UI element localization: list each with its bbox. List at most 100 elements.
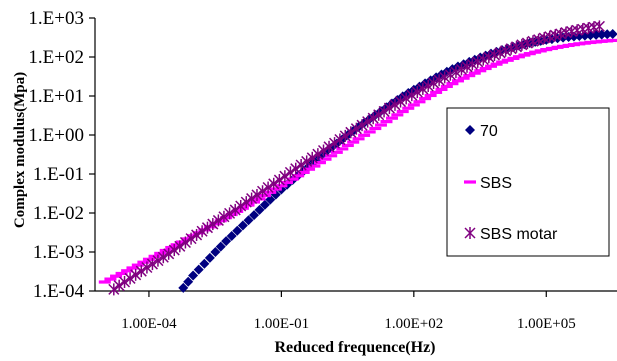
- data-point: [275, 184, 288, 188]
- data-point: [358, 133, 371, 137]
- data-point: [446, 82, 459, 86]
- data-point: [463, 73, 476, 78]
- legend-marker-diamond: [465, 125, 475, 135]
- data-point: [380, 120, 393, 124]
- data-point: [137, 260, 150, 264]
- data-point: [273, 174, 285, 187]
- data-point: [334, 133, 346, 146]
- data-point: [424, 93, 437, 98]
- data-point: [181, 237, 194, 241]
- data-point: [98, 280, 111, 284]
- data-point: [152, 254, 164, 267]
- data-point: [593, 20, 605, 33]
- data-point: [341, 143, 354, 148]
- data-point: [188, 270, 199, 281]
- data-point: [146, 258, 158, 271]
- data-point: [345, 126, 357, 139]
- data-point: [290, 162, 302, 175]
- data-point: [249, 210, 260, 221]
- data-point: [157, 251, 169, 264]
- data-point: [444, 68, 456, 81]
- data-point: [246, 192, 258, 205]
- data-point: [243, 215, 254, 226]
- data-point: [104, 277, 117, 281]
- data-point: [461, 60, 473, 73]
- data-point: [422, 79, 434, 92]
- data-point: [374, 123, 387, 127]
- legend-label: 70: [480, 123, 498, 140]
- data-point: [185, 232, 197, 245]
- data-point: [306, 151, 318, 164]
- data-point: [119, 276, 131, 289]
- data-point: [407, 103, 420, 107]
- legend-marker-dash: [464, 180, 476, 184]
- data-point: [362, 115, 374, 128]
- data-point: [191, 228, 203, 241]
- data-point: [455, 63, 468, 76]
- x-tick-label: 1.00E-01: [254, 316, 309, 332]
- data-point: [483, 51, 495, 64]
- data-point: [286, 177, 299, 181]
- data-point: [440, 84, 453, 89]
- data-point: [400, 92, 412, 105]
- data-point: [602, 29, 613, 40]
- data-point: [339, 129, 351, 142]
- data-point: [207, 218, 219, 231]
- series-layer: [98, 20, 617, 296]
- legend-label: SBS: [480, 175, 512, 192]
- data-point: [218, 210, 230, 223]
- data-point: [124, 272, 136, 285]
- y-axis-title: Complex modulus(Mpa): [12, 72, 28, 228]
- data-point: [496, 60, 509, 64]
- data-point: [163, 247, 175, 260]
- data-point: [257, 185, 269, 198]
- x-tick-label: 1.00E-04: [121, 316, 177, 332]
- data-point: [295, 159, 307, 172]
- data-point: [215, 241, 226, 252]
- data-point: [363, 130, 376, 134]
- y-tick-label: 1.E-01: [33, 164, 84, 185]
- data-point: [413, 100, 426, 104]
- data-point: [175, 240, 188, 244]
- data-point: [435, 87, 448, 91]
- data-point: [141, 261, 153, 274]
- y-tick-label: 1.E+03: [28, 8, 84, 29]
- data-point: [323, 140, 335, 153]
- data-point: [268, 177, 280, 190]
- data-point: [325, 154, 338, 158]
- data-point: [110, 274, 123, 278]
- data-point: [501, 58, 514, 62]
- data-point: [269, 187, 282, 191]
- data-point: [221, 236, 232, 247]
- data-point: [168, 244, 180, 257]
- data-point: [179, 236, 191, 249]
- data-point: [329, 137, 341, 150]
- data-point: [174, 240, 186, 253]
- data-point: [279, 170, 291, 183]
- data-point: [468, 71, 481, 75]
- data-point: [477, 53, 489, 66]
- legend-marker-asterisk: [464, 227, 476, 239]
- data-point: [142, 257, 155, 261]
- data-point: [373, 108, 385, 121]
- data-point: [479, 66, 492, 71]
- x-axis-ticks: 1.00E-04 1.00E-01 1.00E+02 1.00E+05: [121, 291, 576, 332]
- y-tick-label: 1.E-03: [33, 242, 84, 263]
- data-point: [292, 174, 305, 178]
- data-point: [385, 116, 398, 120]
- series-sbs-motar: [108, 20, 605, 296]
- data-point: [115, 271, 128, 276]
- data-point: [130, 268, 142, 281]
- data-point: [204, 252, 215, 263]
- data-point: [210, 247, 221, 257]
- data-point: [183, 276, 194, 287]
- data-point: [330, 150, 343, 154]
- data-point: [512, 55, 525, 59]
- data-point: [356, 119, 368, 132]
- y-tick-label: 1.E+02: [28, 47, 84, 68]
- data-point: [258, 193, 271, 198]
- data-point: [251, 188, 263, 201]
- legend: 70 SBS SBS motar: [446, 107, 610, 257]
- data-point: [264, 190, 277, 194]
- data-point: [253, 197, 266, 201]
